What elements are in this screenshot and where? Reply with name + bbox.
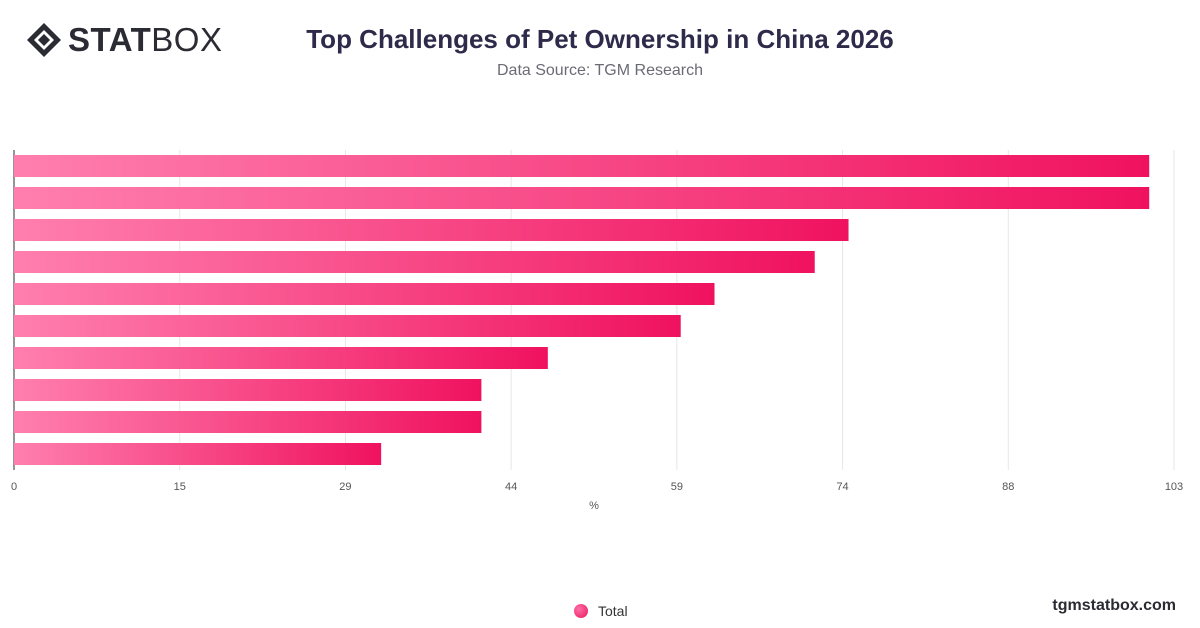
legend-swatch-icon [574,604,588,618]
x-tick-label: 88 [1002,481,1014,493]
legend[interactable]: Total [574,602,628,620]
x-axis-label: % [589,500,599,512]
x-tick-label: 59 [671,481,683,493]
x-tick-label: 103 [1165,481,1183,493]
x-tick-label: 74 [836,481,848,493]
x-tick-label: 44 [505,481,517,493]
bar[interactable] [14,187,1150,209]
chart-subtitle: Data Source: TGM Research [496,62,703,79]
x-tick-label: 29 [339,481,351,493]
bar[interactable] [14,411,482,433]
x-tick-labels: 0 15 29 44 59 74 88 103 [11,481,1183,493]
diamond-logo-icon [27,23,61,57]
bar[interactable] [14,155,1150,177]
bar[interactable] [14,315,681,337]
x-tick-label: 15 [174,481,186,493]
bar[interactable] [14,443,382,465]
website-footer: tgmstatbox.com [1052,597,1176,614]
statbox-logo: STATBOX [26,22,222,58]
bar[interactable] [14,251,815,273]
logo-text: STATBOX [68,22,222,58]
bar[interactable] [14,379,482,401]
legend-label-total: Total [598,603,628,619]
logo-light-text: BOX [151,21,223,58]
bars [14,155,1150,465]
x-tick-label: 0 [11,481,17,493]
bar[interactable] [14,219,849,241]
bar[interactable] [14,347,548,369]
chart-title: Top Challenges of Pet Ownership in China… [306,24,894,54]
logo-bold-text: STAT [68,21,152,58]
bar[interactable] [14,283,715,305]
